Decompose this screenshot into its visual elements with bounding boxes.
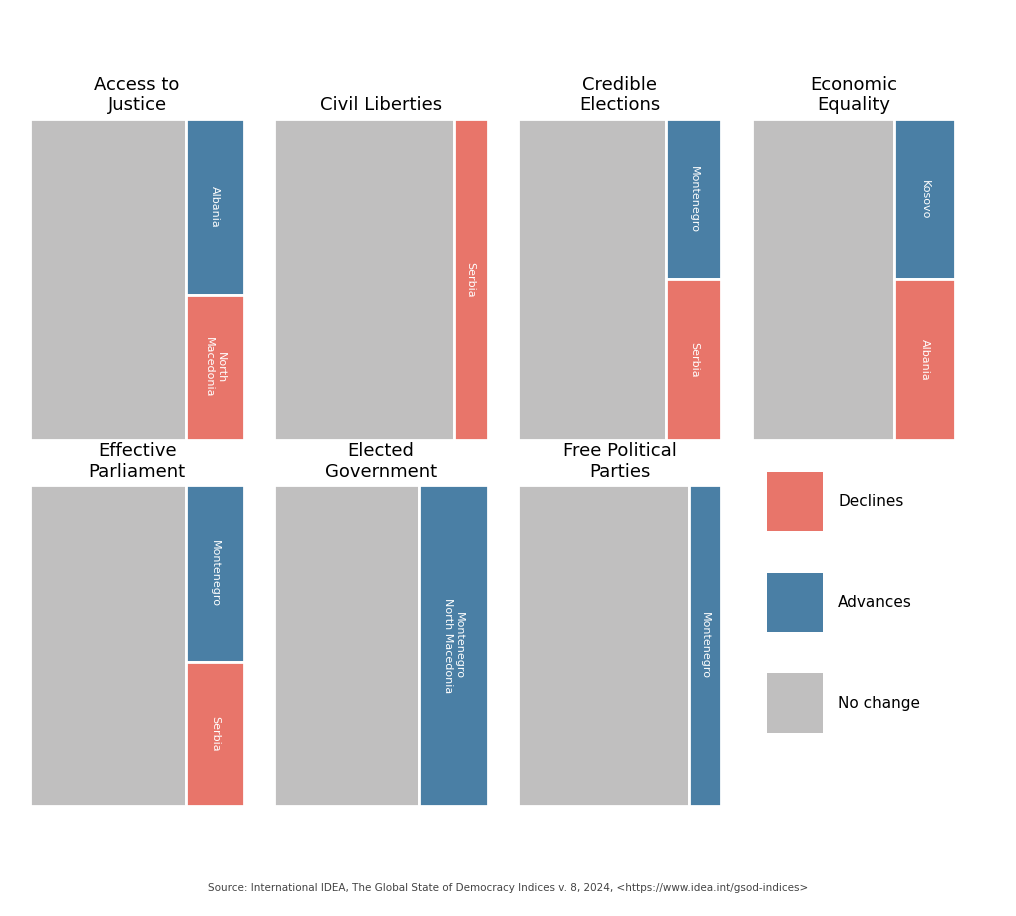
Bar [752, 119, 894, 440]
Bar [274, 485, 420, 806]
Text: Montenegro: Montenegro [700, 612, 710, 680]
Text: North
Macedonia: North Macedonia [204, 337, 226, 398]
Text: Montenegro
North Macedonia: Montenegro North Macedonia [443, 598, 464, 693]
Bar [420, 485, 488, 806]
Text: Serbia: Serbia [210, 716, 220, 752]
Text: Kosovo: Kosovo [919, 180, 930, 219]
Text: Source: International IDEA, The Global State of Democracy Indices v. 8, 2024, <h: Source: International IDEA, The Global S… [208, 883, 808, 893]
Text: Declines: Declines [838, 494, 903, 509]
Text: No change: No change [838, 695, 920, 711]
Bar [666, 119, 721, 279]
Text: Credible
Elections: Credible Elections [579, 76, 660, 114]
Bar [274, 119, 453, 440]
Text: Serbia: Serbia [689, 342, 699, 377]
Bar [186, 296, 244, 440]
Text: Free Political
Parties: Free Political Parties [563, 442, 677, 481]
Text: Effective
Parliament: Effective Parliament [88, 442, 186, 481]
Bar [186, 119, 244, 296]
Bar [894, 119, 955, 279]
Text: Albania: Albania [210, 186, 220, 228]
Bar [30, 119, 186, 440]
Text: Civil Liberties: Civil Liberties [320, 96, 442, 114]
Text: Elected
Government: Elected Government [325, 442, 437, 481]
Bar [689, 485, 721, 806]
Text: Economic
Equality: Economic Equality [810, 76, 897, 114]
Bar [894, 279, 955, 440]
Bar [518, 119, 666, 440]
Bar [453, 119, 488, 440]
Text: Albania: Albania [919, 339, 930, 380]
Bar [30, 485, 186, 806]
Text: Serbia: Serbia [465, 262, 475, 297]
Bar [666, 279, 721, 440]
Bar [186, 485, 244, 661]
Text: Access to
Justice: Access to Justice [94, 76, 180, 114]
Text: Advances: Advances [838, 594, 912, 610]
Bar [186, 661, 244, 806]
Bar [518, 485, 689, 806]
Text: Montenegro: Montenegro [210, 540, 220, 607]
Text: Montenegro: Montenegro [689, 166, 699, 233]
